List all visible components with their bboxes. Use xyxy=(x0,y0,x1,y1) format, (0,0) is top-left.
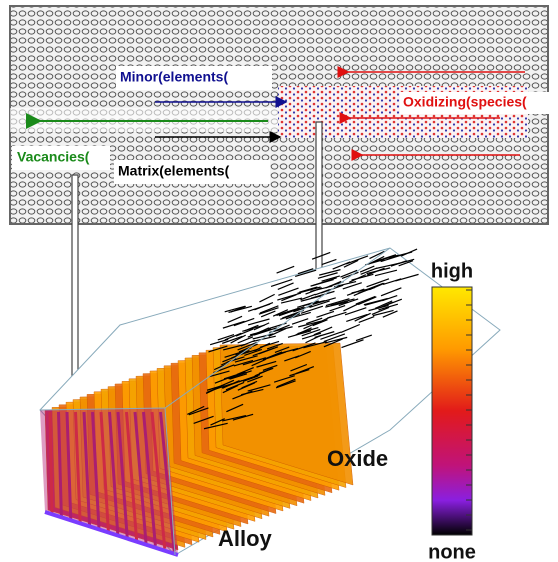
colorbar-high: high xyxy=(431,260,473,282)
vacancies-label: Vacancies( xyxy=(17,149,90,165)
streak xyxy=(401,249,417,256)
oxidizing-label: Oxidizing(species( xyxy=(403,94,527,110)
oxide-label: Oxide xyxy=(327,446,388,471)
alloy-label: Alloy xyxy=(218,526,273,551)
colorbar xyxy=(432,287,472,535)
colorbar-none: none xyxy=(428,541,476,562)
minor-label: Minor(elements( xyxy=(120,69,228,85)
simulation-box xyxy=(40,248,500,555)
diagram: Minor(elements( Oxidizing(species( Vacan… xyxy=(0,0,558,562)
streak xyxy=(277,266,295,273)
matrix-label: Matrix(elements( xyxy=(118,163,230,179)
